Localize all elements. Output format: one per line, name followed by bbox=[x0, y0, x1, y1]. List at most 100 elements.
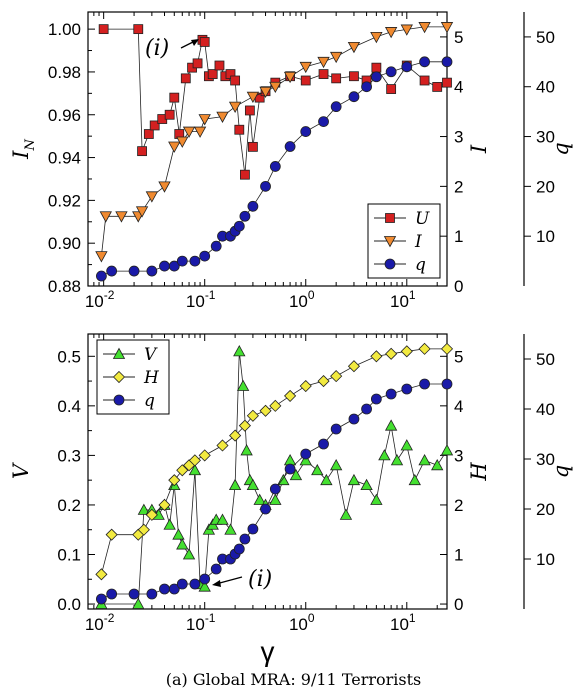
data-point bbox=[300, 448, 312, 460]
data-point bbox=[172, 528, 185, 540]
data-point bbox=[347, 41, 361, 54]
data-point bbox=[233, 220, 245, 232]
data-point bbox=[370, 350, 383, 363]
data-point bbox=[168, 474, 181, 487]
data-point bbox=[441, 378, 453, 390]
data-point bbox=[283, 71, 297, 84]
data-point bbox=[168, 583, 180, 595]
data-point bbox=[159, 260, 170, 272]
data-point bbox=[135, 206, 149, 218]
data-point bbox=[239, 210, 251, 222]
data-point bbox=[247, 200, 259, 212]
legend-label: U bbox=[415, 209, 430, 229]
data-point bbox=[137, 146, 147, 157]
right-axis-2-tick-label: 40 bbox=[536, 78, 555, 97]
annotation-arrowhead bbox=[191, 39, 199, 46]
legend-label: q bbox=[415, 255, 426, 275]
data-point bbox=[189, 578, 201, 590]
data-point bbox=[198, 449, 211, 462]
data-point bbox=[146, 588, 158, 600]
y-tick-label: 0.2 bbox=[57, 496, 81, 515]
data-point bbox=[370, 32, 383, 44]
data-point bbox=[370, 393, 382, 405]
data-point bbox=[361, 81, 372, 93]
data-point bbox=[371, 62, 382, 73]
legend-marker bbox=[383, 236, 397, 248]
data-point bbox=[192, 58, 203, 69]
data-point bbox=[418, 342, 431, 355]
legend: VHq bbox=[96, 339, 170, 415]
legend-marker bbox=[385, 213, 395, 223]
data-point bbox=[149, 120, 160, 131]
data-point bbox=[400, 439, 413, 451]
data-point bbox=[146, 265, 158, 277]
data-point bbox=[269, 399, 282, 412]
data-point bbox=[216, 439, 229, 452]
data-point bbox=[247, 523, 259, 535]
data-point bbox=[240, 444, 253, 456]
panel-bottom: 10-2 10-1 100 101 0.0 0.1 0.2 0.3 0.4 0.5 V 0 1 2 3 4 5 H… bbox=[9, 333, 573, 667]
legend-marker bbox=[112, 370, 126, 384]
data-point bbox=[128, 588, 140, 600]
data-point bbox=[168, 260, 180, 272]
x-tick-label: 101 bbox=[390, 611, 416, 634]
data-point bbox=[269, 161, 281, 172]
data-point bbox=[299, 379, 312, 393]
annotation-label: (i) bbox=[248, 567, 272, 592]
data-point bbox=[348, 413, 360, 425]
data-point bbox=[188, 463, 202, 476]
y-tick-label: 0.0 bbox=[57, 595, 81, 614]
data-point bbox=[224, 523, 237, 535]
data-point bbox=[176, 255, 188, 267]
right-axis-2-tick-label: 50 bbox=[536, 28, 555, 47]
legend-label: q bbox=[144, 391, 155, 411]
data-point bbox=[163, 518, 176, 530]
data-point bbox=[384, 27, 398, 39]
data-point bbox=[176, 464, 189, 477]
right-axis-2-label: q bbox=[549, 142, 573, 155]
data-point bbox=[299, 454, 312, 466]
data-point bbox=[95, 251, 108, 263]
data-point bbox=[441, 56, 453, 68]
data-point bbox=[246, 91, 260, 104]
data-point bbox=[106, 588, 118, 600]
y-tick-label: 0.88 bbox=[48, 277, 81, 296]
data-point bbox=[260, 503, 271, 515]
data-point bbox=[419, 378, 430, 390]
data-point bbox=[318, 69, 329, 79]
legend-marker bbox=[113, 394, 125, 406]
data-point bbox=[105, 528, 118, 541]
data-point bbox=[233, 345, 246, 357]
data-point bbox=[269, 483, 281, 495]
data-point bbox=[145, 508, 158, 521]
y-tick-label: 0.3 bbox=[57, 446, 81, 465]
data-point bbox=[199, 37, 210, 47]
right-axis-2-tick-label: 10 bbox=[536, 550, 555, 569]
data-point bbox=[137, 503, 151, 515]
data-point bbox=[240, 169, 250, 180]
series-H bbox=[95, 342, 454, 581]
right-axis-tick-label: 4 bbox=[454, 397, 463, 416]
data-point bbox=[233, 543, 245, 555]
y-tick-label: 0.1 bbox=[57, 545, 81, 564]
right-axis-tick-label: 4 bbox=[454, 78, 463, 97]
data-point bbox=[311, 463, 324, 476]
data-point bbox=[230, 75, 241, 86]
data-point bbox=[347, 473, 361, 486]
data-point bbox=[317, 375, 330, 388]
data-point bbox=[253, 493, 266, 505]
x-tick-label: 10-1 bbox=[186, 288, 216, 311]
data-point bbox=[299, 61, 312, 74]
data-point bbox=[216, 111, 229, 123]
annotation-arrowhead bbox=[212, 580, 221, 587]
data-point bbox=[199, 573, 211, 585]
data-point bbox=[176, 578, 188, 590]
data-point bbox=[238, 419, 251, 432]
data-point bbox=[330, 423, 342, 435]
right-axis-2-tick-label: 20 bbox=[536, 500, 555, 519]
data-point bbox=[193, 126, 207, 138]
data-point bbox=[198, 580, 211, 592]
data-point bbox=[284, 463, 296, 475]
data-point bbox=[99, 211, 112, 223]
data-point bbox=[347, 360, 361, 373]
